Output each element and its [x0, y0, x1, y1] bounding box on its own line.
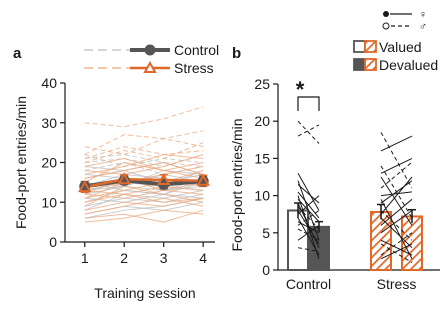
y-tick-label: 25	[254, 76, 270, 92]
control-individual-line	[84, 189, 204, 211]
panel-b-legend: Valued Devalued	[353, 39, 438, 73]
control-paired-line	[297, 228, 320, 241]
control-paired-line	[297, 120, 320, 144]
stress-individual-line	[84, 169, 204, 199]
legend-control-label: Control	[174, 42, 219, 58]
y-tick-label: 20	[41, 155, 57, 171]
panel-b-letter: b	[232, 45, 241, 62]
stress-individual-line	[84, 146, 204, 160]
x-axis-label: Training session	[94, 285, 195, 301]
sex-legend: ♀♂	[382, 9, 427, 33]
stress-paired-line	[380, 176, 413, 226]
stress-individual-line	[84, 142, 204, 163]
legend-stress-label: Stress	[174, 60, 214, 76]
legend-valued-stress-swatch	[364, 40, 377, 53]
stress-mean-point	[78, 180, 92, 193]
stress-paired-line	[380, 199, 413, 260]
stress-paired-line	[380, 132, 413, 189]
legend-devalued-control-swatch	[353, 58, 366, 71]
y-tick-label: 0	[262, 262, 270, 278]
control-paired-line	[297, 173, 320, 211]
stress-paired-line	[380, 210, 413, 241]
control-paired-line	[297, 184, 320, 204]
filled-dot-marker	[383, 11, 389, 17]
stress-individual-line	[84, 197, 204, 215]
stress-mean-point	[156, 172, 171, 185]
open-dot-marker	[382, 22, 390, 30]
stress-individual-line	[84, 181, 204, 199]
control-individual-line	[84, 154, 204, 167]
stress-individual-line	[84, 158, 204, 171]
legend-control-marker	[144, 44, 156, 56]
x-tick-label: 1	[81, 250, 89, 266]
x-tick-label: Stress	[377, 276, 417, 292]
stress-paired-line	[380, 243, 413, 260]
stress-individual-line	[84, 189, 204, 203]
y-tick-label: 40	[41, 75, 57, 91]
y-tick-label: 10	[254, 188, 270, 204]
control-paired-line	[297, 124, 320, 137]
y-tick-label: 20	[254, 113, 270, 129]
individual-lines	[84, 106, 204, 223]
significance-bracket	[297, 96, 320, 111]
stress-individual-line	[84, 154, 204, 175]
y-tick-label: 15	[254, 150, 270, 166]
stress-paired-line	[380, 232, 413, 256]
stress-paired-line	[380, 243, 413, 263]
y-tick-label: 10	[41, 194, 57, 210]
stress-valued-bar	[370, 210, 392, 272]
male-symbol: ♂	[419, 21, 427, 33]
stress-paired-line	[380, 198, 413, 226]
female-symbol: ♀	[419, 9, 427, 21]
mean-series	[78, 172, 210, 194]
control-individual-line	[84, 161, 204, 175]
stress-paired-line	[380, 135, 413, 152]
legend-valued-label: Valued	[379, 39, 422, 55]
control-paired-line	[297, 247, 320, 252]
legend-devalued-label: Devalued	[379, 57, 438, 73]
stress-mean-point	[196, 173, 210, 186]
stress-individual-line	[84, 209, 204, 223]
stress-paired-line	[380, 191, 413, 197]
stress-individual-line	[84, 106, 204, 128]
panel-a-legend: Control Stress	[84, 42, 219, 76]
y-tick-label: 30	[41, 115, 57, 131]
stress-mean-point	[117, 172, 131, 185]
x-tick-label: 2	[120, 250, 128, 266]
panel-b: b 0 5 10 15 20 25 Food-port entries/min Control S…	[229, 39, 440, 292]
stress-paired-line	[380, 157, 413, 174]
legend-devalued-stress-swatch	[364, 58, 377, 71]
y-axis-label: Food-port entries/min	[13, 96, 29, 229]
panel-a-letter: a	[13, 45, 22, 62]
stress-paired-line	[380, 165, 413, 219]
significance-star: *	[296, 77, 305, 102]
stress-paired-line	[380, 210, 413, 234]
control-paired-line	[297, 206, 320, 230]
control-paired-line	[297, 221, 320, 234]
legend-stress-marker	[143, 60, 157, 73]
stress-individual-line	[84, 209, 204, 223]
stress-individual-line	[84, 130, 204, 156]
y-tick-label: 5	[262, 225, 270, 241]
control-paired-line	[297, 191, 320, 219]
stress-individual-line	[84, 134, 204, 155]
stress-paired-line	[380, 217, 413, 249]
stress-paired-line	[380, 239, 413, 256]
x-tick-label: Control	[286, 276, 331, 292]
legend-valued-control-swatch	[353, 40, 366, 53]
y-axis-label: Food-port entries/min	[229, 118, 245, 251]
x-tick-label: 3	[160, 250, 168, 266]
control-paired-line	[297, 224, 320, 241]
stress-individual-line	[84, 154, 204, 175]
panel-a: a 0 10 20 30 40 1 2 3 4 Training session Food-port …	[13, 42, 219, 301]
x-tick-label: 4	[199, 250, 207, 266]
stress-paired-line	[380, 176, 413, 215]
y-tick-label: 0	[49, 234, 57, 250]
stress-mean-line	[84, 177, 204, 189]
